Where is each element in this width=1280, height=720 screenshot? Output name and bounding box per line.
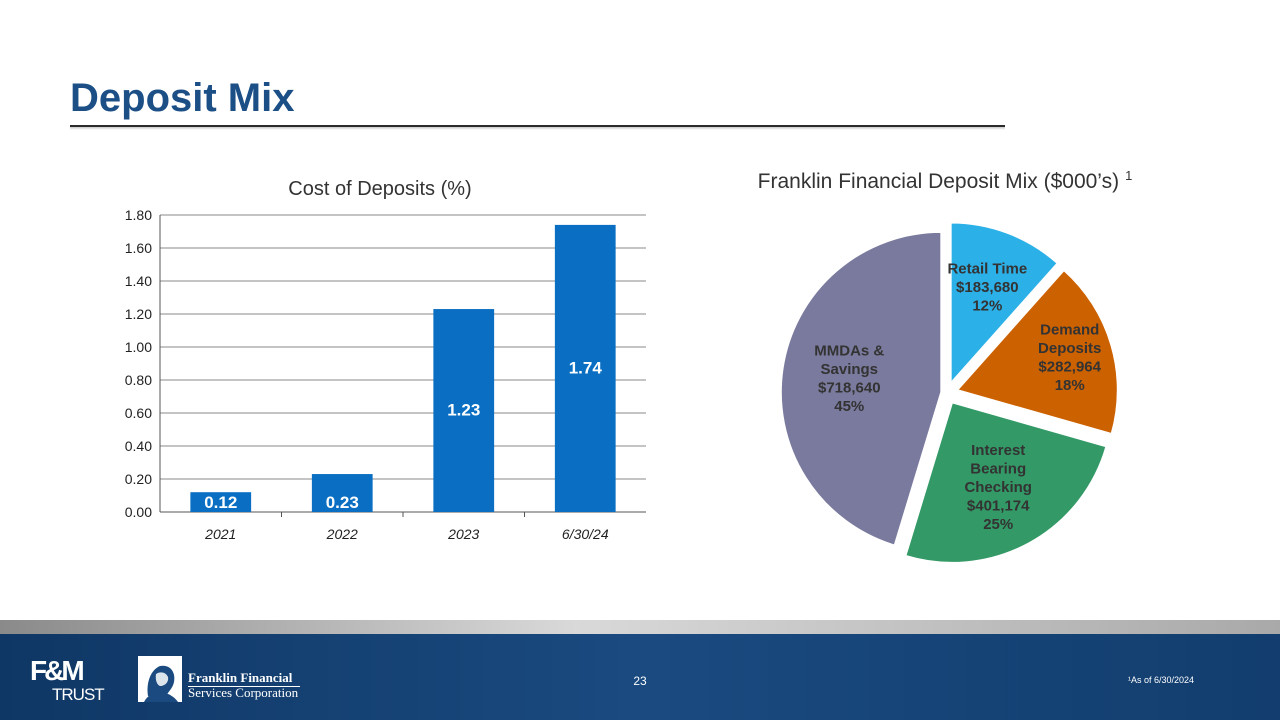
y-tick-label: 1.80 [125, 207, 152, 223]
x-tick-label: 2023 [447, 526, 479, 542]
pie-slice-label-line: 18% [1055, 377, 1085, 394]
bar-value-label: 0.23 [326, 493, 359, 512]
title-divider [70, 125, 1005, 127]
fm-logo-line2: TRUST [52, 685, 104, 704]
company-name: Franklin Financial Services Corporation [188, 670, 298, 700]
pie-slice-label-line: Deposits [1038, 340, 1101, 357]
x-tick-label: 2021 [204, 526, 236, 542]
y-tick-label: 0.80 [125, 372, 152, 388]
bar [433, 309, 495, 512]
company-name-divider [188, 686, 300, 687]
pie-slice-label: Interest Bearing Checking $401,174 25% [964, 442, 1032, 533]
pie-chart-title-footnote-marker: 1 [1125, 168, 1132, 183]
footnote: ¹As of 6/30/2024 [1128, 675, 1195, 685]
bar [311, 474, 373, 512]
pie-slice-label-line: Demand [1040, 322, 1099, 339]
bar [190, 492, 252, 512]
company-name-line2: Services Corporation [188, 685, 299, 700]
footer-band [0, 620, 1280, 634]
pie-slice [904, 401, 1108, 564]
pie-slice-label-line: 45% [834, 398, 864, 415]
deposit-mix-pie-chart: Franklin Financial Deposit Mix ($000’s) 1… [758, 168, 1133, 564]
pie-chart-title: Franklin Financial Deposit Mix ($000’s) 1 [758, 168, 1133, 193]
pie-slice-label-line: $401,174 [967, 497, 1030, 514]
pie-slice-label-line: $183,680 [956, 279, 1019, 296]
pie-slice-label: Demand Deposits $282,964 18% [1038, 322, 1102, 395]
bar-value-label: 1.23 [447, 401, 480, 420]
company-name-line1: Franklin Financial [188, 670, 293, 685]
x-tick-label: 6/30/24 [562, 526, 609, 542]
pie-chart-title-text: Franklin Financial Deposit Mix ($000’s) [758, 170, 1119, 193]
pie-slice-label-line: Retail Time [947, 261, 1027, 278]
pie-slice-label-line: Interest [971, 442, 1025, 459]
pie-slice-label-line: Bearing [970, 460, 1026, 477]
y-tick-label: 0.40 [125, 438, 152, 454]
pie-slice-label-line: 25% [983, 516, 1013, 533]
y-tick-label: 1.40 [125, 273, 152, 289]
footer [0, 634, 1280, 720]
y-tick-label: 0.60 [125, 405, 152, 421]
bar-value-label: 0.12 [204, 493, 237, 512]
pie-slice-label: Retail Time $183,680 12% [947, 261, 1027, 315]
pie-slice-label-line: $282,964 [1038, 359, 1101, 376]
cost-of-deposits-chart: Cost of Deposits (%) 0.12 0.23 1.23 1.74 0.… [125, 178, 646, 542]
y-tick-label: 0.20 [125, 471, 152, 487]
y-tick-label: 1.20 [125, 306, 152, 322]
pie-slice [780, 231, 942, 547]
fm-trust-logo: F&M TRUST [30, 656, 105, 704]
pie-slice-label-line: Checking [964, 479, 1032, 496]
y-tick-label: 1.00 [125, 339, 152, 355]
pie-slice-label-line: Savings [821, 361, 879, 378]
x-tick-label: 2022 [326, 526, 358, 542]
page-number: 23 [633, 674, 647, 688]
title-divider-shadow [70, 127, 1005, 130]
franklin-portrait-logo [138, 656, 182, 702]
fm-logo-line1: F&M [30, 656, 83, 686]
pie-slice-label-line: MMDAs & [814, 343, 884, 360]
bar-chart-title: Cost of Deposits (%) [288, 178, 471, 200]
y-tick-label: 0.00 [125, 504, 152, 520]
bar-value-label: 1.74 [569, 358, 603, 377]
bar [554, 224, 616, 512]
slide-title: Deposit Mix [70, 76, 295, 120]
pie-slice-label-line: $718,640 [818, 380, 881, 397]
pie-slice [950, 221, 1059, 385]
pie-slice [956, 269, 1119, 435]
pie-slice-label-line: 12% [972, 298, 1002, 315]
pie-slice-label: MMDAs & Savings $718,640 45% [814, 343, 884, 416]
y-tick-label: 1.60 [125, 240, 152, 256]
